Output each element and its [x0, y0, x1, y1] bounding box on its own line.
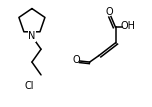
Text: Cl: Cl	[24, 81, 34, 91]
Text: O: O	[106, 7, 113, 17]
Text: OH: OH	[121, 21, 136, 31]
Text: O: O	[72, 55, 80, 65]
Text: N: N	[28, 31, 36, 41]
